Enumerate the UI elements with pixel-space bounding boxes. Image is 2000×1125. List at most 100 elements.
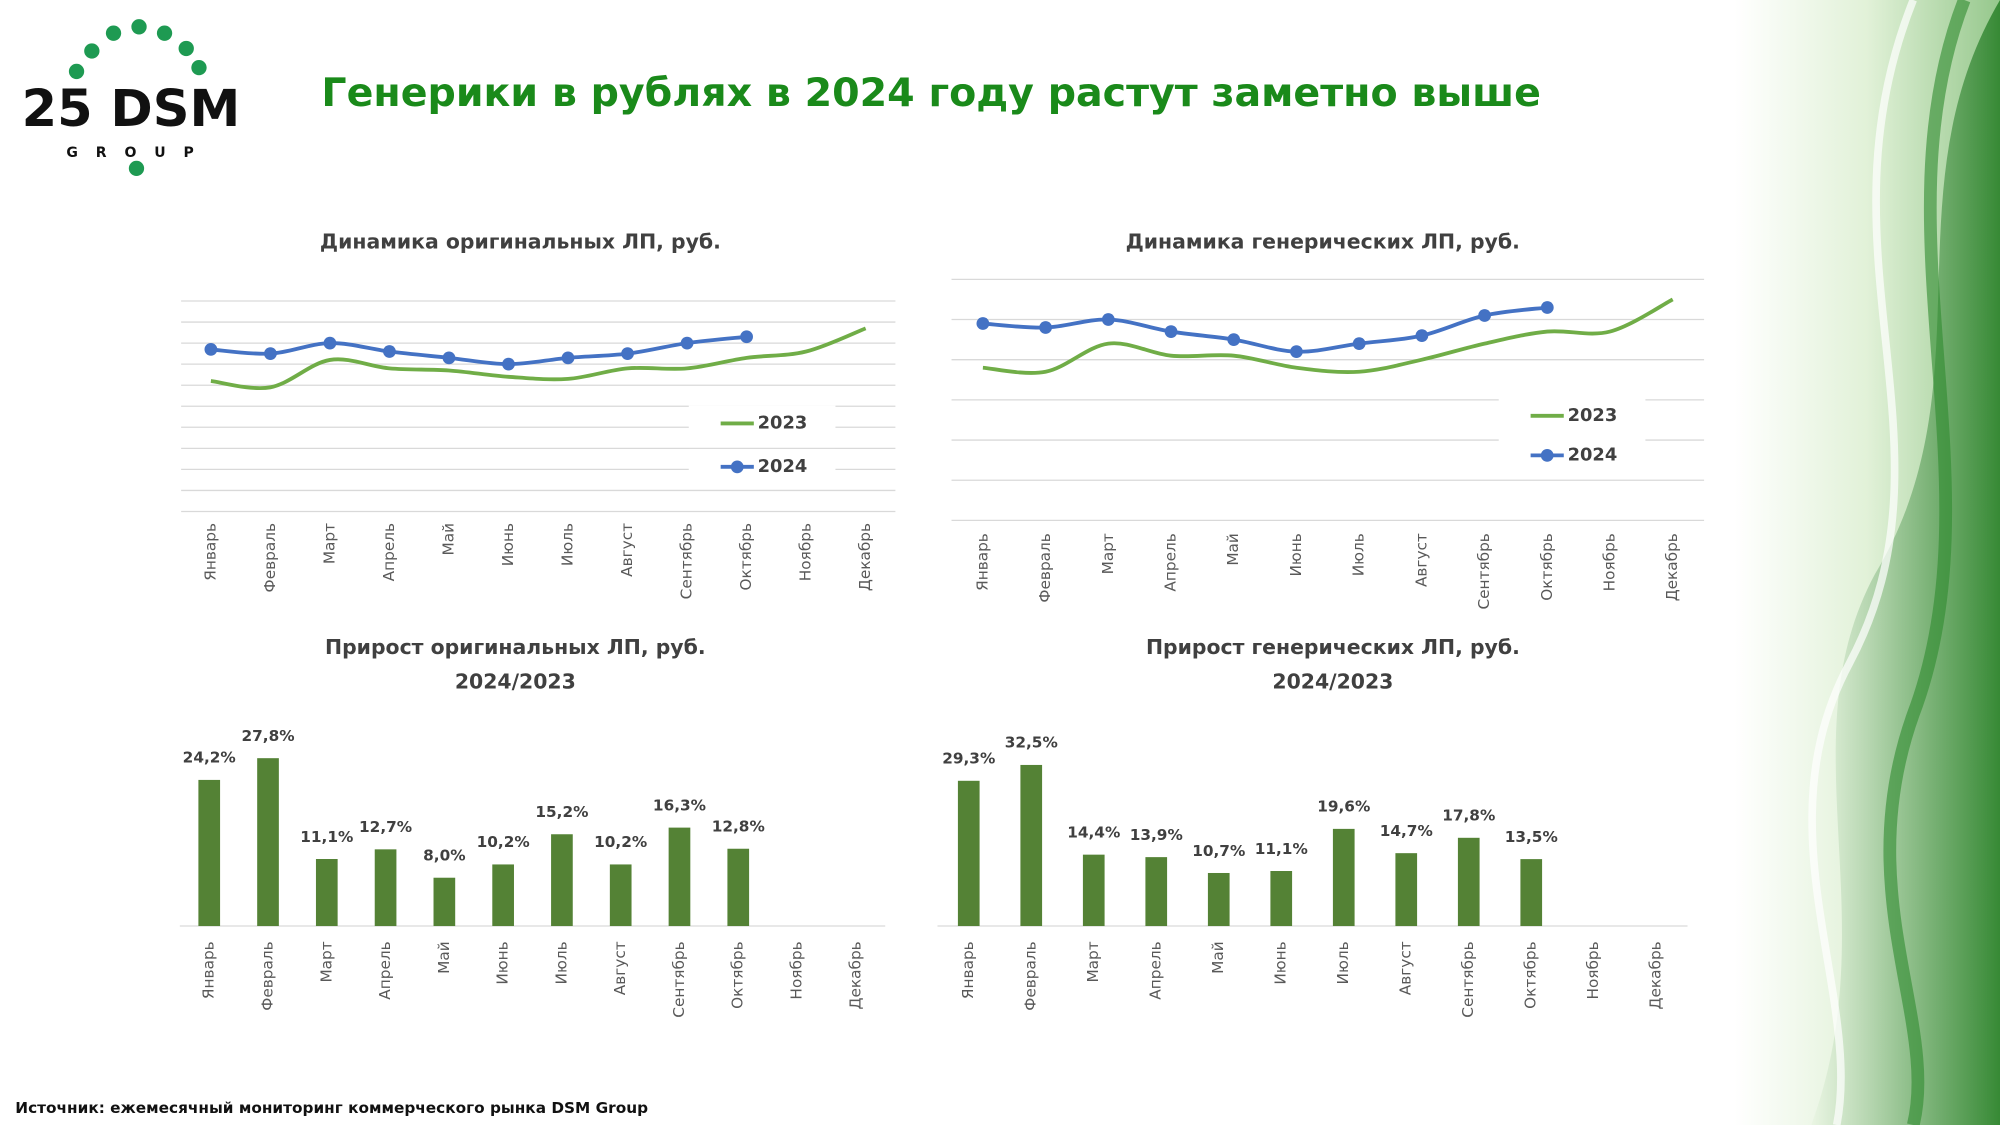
series-marker — [1164, 325, 1178, 338]
data-label: 27,8% — [241, 727, 294, 745]
series-marker — [442, 351, 456, 365]
data-label: 10,2% — [594, 833, 647, 851]
series-marker — [740, 330, 753, 344]
bar — [198, 779, 221, 927]
x-tick-label: Октябрь — [737, 523, 755, 591]
chart-subtitle: 2024/2023 — [1272, 669, 1393, 693]
chart-title: Динамика оригинальных ЛП, руб. — [320, 229, 721, 253]
series-marker — [1227, 333, 1241, 346]
legend-label: 2024 — [758, 456, 808, 477]
bar — [957, 780, 980, 927]
x-tick-label: Ноябрь — [788, 941, 806, 999]
bar — [551, 834, 573, 927]
series-marker — [383, 345, 396, 358]
legend-bg — [688, 448, 836, 485]
x-tick-label: Июнь — [499, 523, 517, 566]
bar-chart: Прирост оригинальных ЛП, руб. 2024/2023 Ян… — [179, 635, 886, 1018]
series-line — [982, 297, 1674, 375]
bar — [433, 877, 456, 927]
x-tick-label: Август — [611, 941, 629, 995]
bar — [668, 827, 691, 927]
x-tick-label: Сентябрь — [678, 523, 696, 599]
bar — [1082, 854, 1105, 927]
data-label: 12,7% — [359, 818, 412, 836]
data-label: 29,3% — [942, 750, 995, 768]
series-marker — [1540, 301, 1554, 314]
bar — [315, 859, 338, 927]
chart-title: Прирост оригинальных ЛП, руб. — [325, 635, 706, 659]
x-tick-label: Апрель — [1147, 941, 1165, 999]
bar — [1145, 857, 1168, 927]
bar-chart: Прирост генерических ЛП, руб. 2024/2023 Ян… — [937, 635, 1688, 1018]
x-tick-label: Ноябрь — [1584, 941, 1602, 999]
logo: 25 DSM GROUP — [22, 19, 241, 177]
series-marker — [1478, 309, 1491, 322]
series-line — [210, 326, 867, 391]
bar — [1520, 859, 1543, 927]
x-tick-label: Август — [618, 523, 636, 577]
bar — [1270, 871, 1293, 927]
line-chart: Динамика оригинальных ЛП, руб. Январь Февр… — [181, 229, 896, 599]
decoration — [1734, 0, 2000, 1125]
chart-subtitle: 2024/2023 — [455, 669, 576, 693]
bar — [1457, 837, 1480, 927]
data-label: 15,2% — [535, 803, 588, 821]
x-tick-label: Март — [320, 523, 338, 564]
legend-label: 2024 — [1568, 444, 1618, 465]
bar — [727, 848, 750, 927]
series-marker — [1415, 329, 1429, 342]
x-tick-label: Декабрь — [856, 523, 874, 591]
bar — [492, 864, 514, 927]
x-tick-label: Июль — [1350, 533, 1368, 576]
x-tick-label: Сентябрь — [1459, 941, 1477, 1017]
series-line — [982, 305, 1548, 354]
x-tick-label: Февраль — [259, 941, 277, 1010]
x-tick-label: Декабрь — [1663, 533, 1681, 601]
x-tick-label: Август — [1412, 533, 1430, 587]
chart-title: Прирост генерических ЛП, руб. — [1146, 635, 1520, 659]
logo-name: 25 DSM — [22, 80, 241, 139]
series-marker — [1101, 313, 1115, 326]
data-label: 13,9% — [1130, 826, 1183, 844]
x-tick-label: Апрель — [380, 523, 398, 581]
series-line — [210, 334, 747, 367]
x-tick-label: Декабрь — [846, 941, 864, 1009]
x-tick-label: Сентябрь — [670, 941, 688, 1017]
series-marker — [561, 351, 575, 365]
series-marker — [976, 317, 990, 330]
x-tick-label: Сентябрь — [1475, 533, 1493, 609]
data-label: 8,0% — [423, 847, 465, 865]
x-tick-label: Октябрь — [1538, 533, 1556, 601]
source-note: Источник: ежемесячный мониторинг коммерч… — [15, 1099, 648, 1117]
x-tick-label: Май — [1209, 941, 1227, 974]
data-label: 10,7% — [1192, 842, 1245, 860]
x-tick-label: Май — [435, 941, 453, 974]
legend-bg — [688, 405, 836, 442]
bar — [609, 864, 632, 927]
data-label: 32,5% — [1005, 734, 1058, 752]
x-tick-label: Июнь — [494, 941, 512, 984]
x-tick-label: Июль — [559, 523, 577, 566]
x-tick-label: Декабрь — [1647, 941, 1665, 1009]
x-tick-label: Июнь — [1287, 533, 1305, 576]
data-label: 11,1% — [300, 828, 353, 846]
series-marker — [323, 336, 337, 350]
x-tick-label: Октябрь — [729, 941, 747, 1009]
data-label: 12,8% — [712, 818, 765, 836]
x-tick-label: Февраль — [1036, 533, 1054, 602]
x-tick-label: Август — [1397, 941, 1415, 995]
x-tick-label: Январь — [959, 941, 977, 999]
x-tick-label: Февраль — [1022, 941, 1040, 1010]
legend-marker — [730, 460, 744, 474]
x-tick-label: Март — [317, 941, 335, 982]
series-marker — [621, 347, 634, 361]
x-tick-label: Январь — [200, 941, 218, 999]
x-tick-label: Март — [1099, 533, 1117, 574]
data-label: 17,8% — [1442, 807, 1495, 825]
series-marker — [502, 357, 515, 371]
data-label: 11,1% — [1255, 840, 1308, 858]
x-tick-label: Июнь — [1272, 941, 1290, 984]
line-chart: Динамика генерических ЛП, руб. Январь Февр… — [951, 229, 1705, 610]
